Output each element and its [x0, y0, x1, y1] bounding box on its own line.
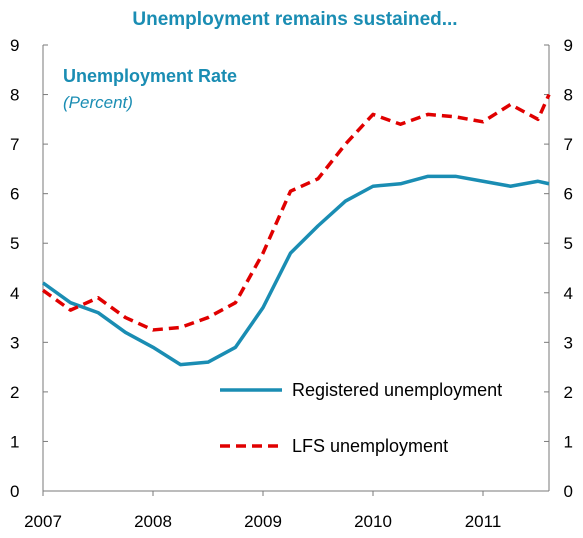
legend-label-lfs: LFS unemployment [292, 436, 448, 456]
y-tick-label-right: 2 [564, 383, 573, 402]
inset-subtitle: (Percent) [63, 93, 133, 112]
x-tick-label: 2011 [465, 512, 502, 531]
y-tick-label-right: 4 [564, 284, 573, 303]
y-tick-label-right: 8 [564, 86, 573, 105]
x-tick-label: 2007 [24, 512, 62, 531]
x-tick-label: 2009 [244, 512, 282, 531]
y-tick-label-left: 6 [10, 185, 19, 204]
inset-title: Unemployment Rate [63, 66, 237, 86]
series-line-lfs-unemployment [41, 93, 551, 332]
y-tick-label-right: 6 [564, 185, 573, 204]
y-tick-label-right: 0 [564, 482, 573, 501]
y-tick-label-right: 5 [564, 234, 573, 253]
y-tick-label-right: 9 [564, 36, 573, 55]
y-tick-label-right: 7 [564, 135, 573, 154]
y-tick-label-left: 2 [10, 383, 19, 402]
legend: Registered unemployment LFS unemployment [220, 380, 502, 456]
series-line-registered-unemployment [41, 174, 550, 367]
y-tick-label-left: 7 [10, 135, 19, 154]
axes: 0 0 1 1 2 2 3 3 4 4 5 5 6 6 7 7 8 8 9 9 2007 2008 2009 2010 2011 [10, 36, 573, 531]
x-tick-label: 2008 [134, 512, 172, 531]
y-tick-label-left: 9 [10, 36, 19, 55]
y-tick-label-left: 5 [10, 234, 19, 253]
y-tick-label-left: 1 [10, 432, 19, 451]
y-tick-label-right: 1 [564, 432, 573, 451]
y-tick-label-left: 8 [10, 86, 19, 105]
chart-title: Unemployment remains sustained... [132, 9, 457, 30]
y-tick-label-left: 3 [10, 333, 19, 352]
y-tick-label-left: 4 [10, 284, 19, 303]
y-tick-label-right: 3 [564, 333, 573, 352]
x-tick-label: 2010 [354, 512, 392, 531]
series-layer [41, 93, 551, 367]
y-tick-label-left: 0 [10, 482, 19, 501]
legend-label-registered: Registered unemployment [292, 380, 502, 400]
